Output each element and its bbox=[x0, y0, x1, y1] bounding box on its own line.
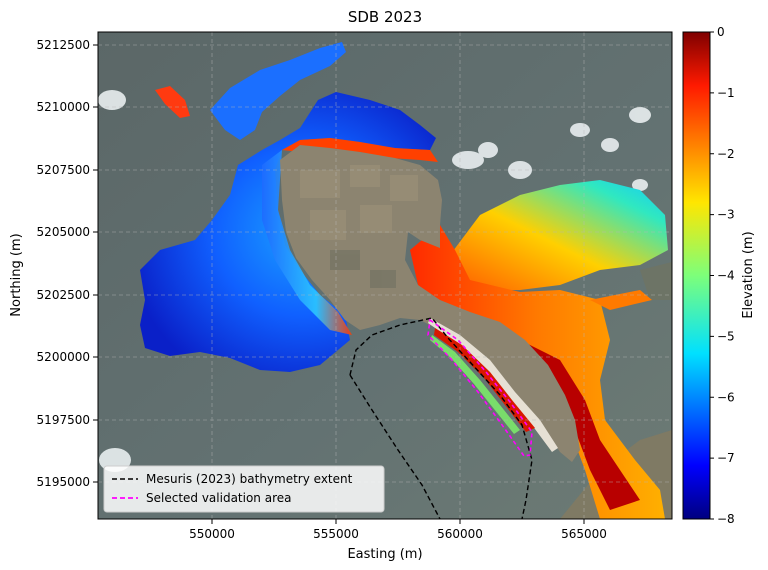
plot-title: SDB 2023 bbox=[348, 8, 422, 26]
sdb-north-shallow bbox=[282, 138, 438, 162]
colorbar-tick-label: −5 bbox=[717, 329, 735, 343]
x-tick-label: 550000 bbox=[189, 527, 235, 541]
x-axis-title: Easting (m) bbox=[347, 547, 422, 562]
colorbar-title: Elevation (m) bbox=[741, 231, 756, 318]
colorbar-tick-label: −8 bbox=[717, 512, 735, 526]
colorbar-tick-label: −4 bbox=[717, 269, 735, 283]
sdb-west-bathymetry bbox=[140, 92, 436, 372]
legend-label-validation: Selected validation area bbox=[146, 491, 292, 505]
island-fields bbox=[300, 165, 418, 240]
y-axis-title: Northing (m) bbox=[9, 233, 24, 316]
y-tick-label: 5210000 bbox=[37, 100, 90, 114]
sdb-northeast-lobe bbox=[450, 180, 668, 290]
x-tick-label: 555000 bbox=[313, 527, 359, 541]
y-tick-label: 5200000 bbox=[37, 350, 90, 364]
y-tick-label: 5205000 bbox=[37, 225, 90, 239]
sdb-east-tongue bbox=[590, 290, 652, 310]
y-tick-label: 5202500 bbox=[37, 288, 90, 302]
map-imagery bbox=[98, 32, 672, 519]
colorbar: 0 −1 −2 −3 −4 −5 −6 −7 −8 Elevation (m) bbox=[682, 25, 756, 526]
colorbar-tick-label: −7 bbox=[717, 451, 735, 465]
y-tick-label: 5197500 bbox=[37, 413, 90, 427]
sdb-west-shallow bbox=[262, 150, 352, 335]
sand-beach bbox=[428, 318, 558, 452]
colorbar-tick-label: −2 bbox=[717, 147, 735, 161]
sdb-northwest-patch bbox=[155, 86, 190, 118]
mesuris-extent-line bbox=[349, 317, 533, 519]
plot-frame bbox=[97, 31, 673, 520]
sdb-nearshore-strip bbox=[434, 328, 535, 432]
gridlines bbox=[98, 32, 672, 519]
colorbar-tick-label: −1 bbox=[717, 86, 735, 100]
y-tick-label: 5212500 bbox=[37, 38, 90, 52]
colorbar-tick-label: 0 bbox=[717, 25, 725, 39]
y-axis: 5212500 5210000 5207500 5205000 5202500 … bbox=[9, 38, 98, 489]
colorbar-tick-label: −3 bbox=[717, 208, 735, 222]
legend: Mesuris (2023) bathymetry extent Selecte… bbox=[103, 465, 385, 513]
validation-area-outline bbox=[427, 318, 533, 457]
x-tick-label: 560000 bbox=[437, 527, 483, 541]
x-axis: 550000 555000 560000 565000 Easting (m) bbox=[189, 519, 607, 562]
x-tick-label: 565000 bbox=[561, 527, 607, 541]
y-tick-label: 5195000 bbox=[37, 475, 90, 489]
sdb-north-arm bbox=[210, 42, 346, 140]
colorbar-tick-label: −6 bbox=[717, 390, 735, 404]
colorbar-gradient bbox=[682, 31, 711, 520]
mainland-east bbox=[640, 262, 672, 300]
legend-label-mesuris: Mesuris (2023) bathymetry extent bbox=[146, 472, 353, 486]
y-tick-label: 5207500 bbox=[37, 163, 90, 177]
